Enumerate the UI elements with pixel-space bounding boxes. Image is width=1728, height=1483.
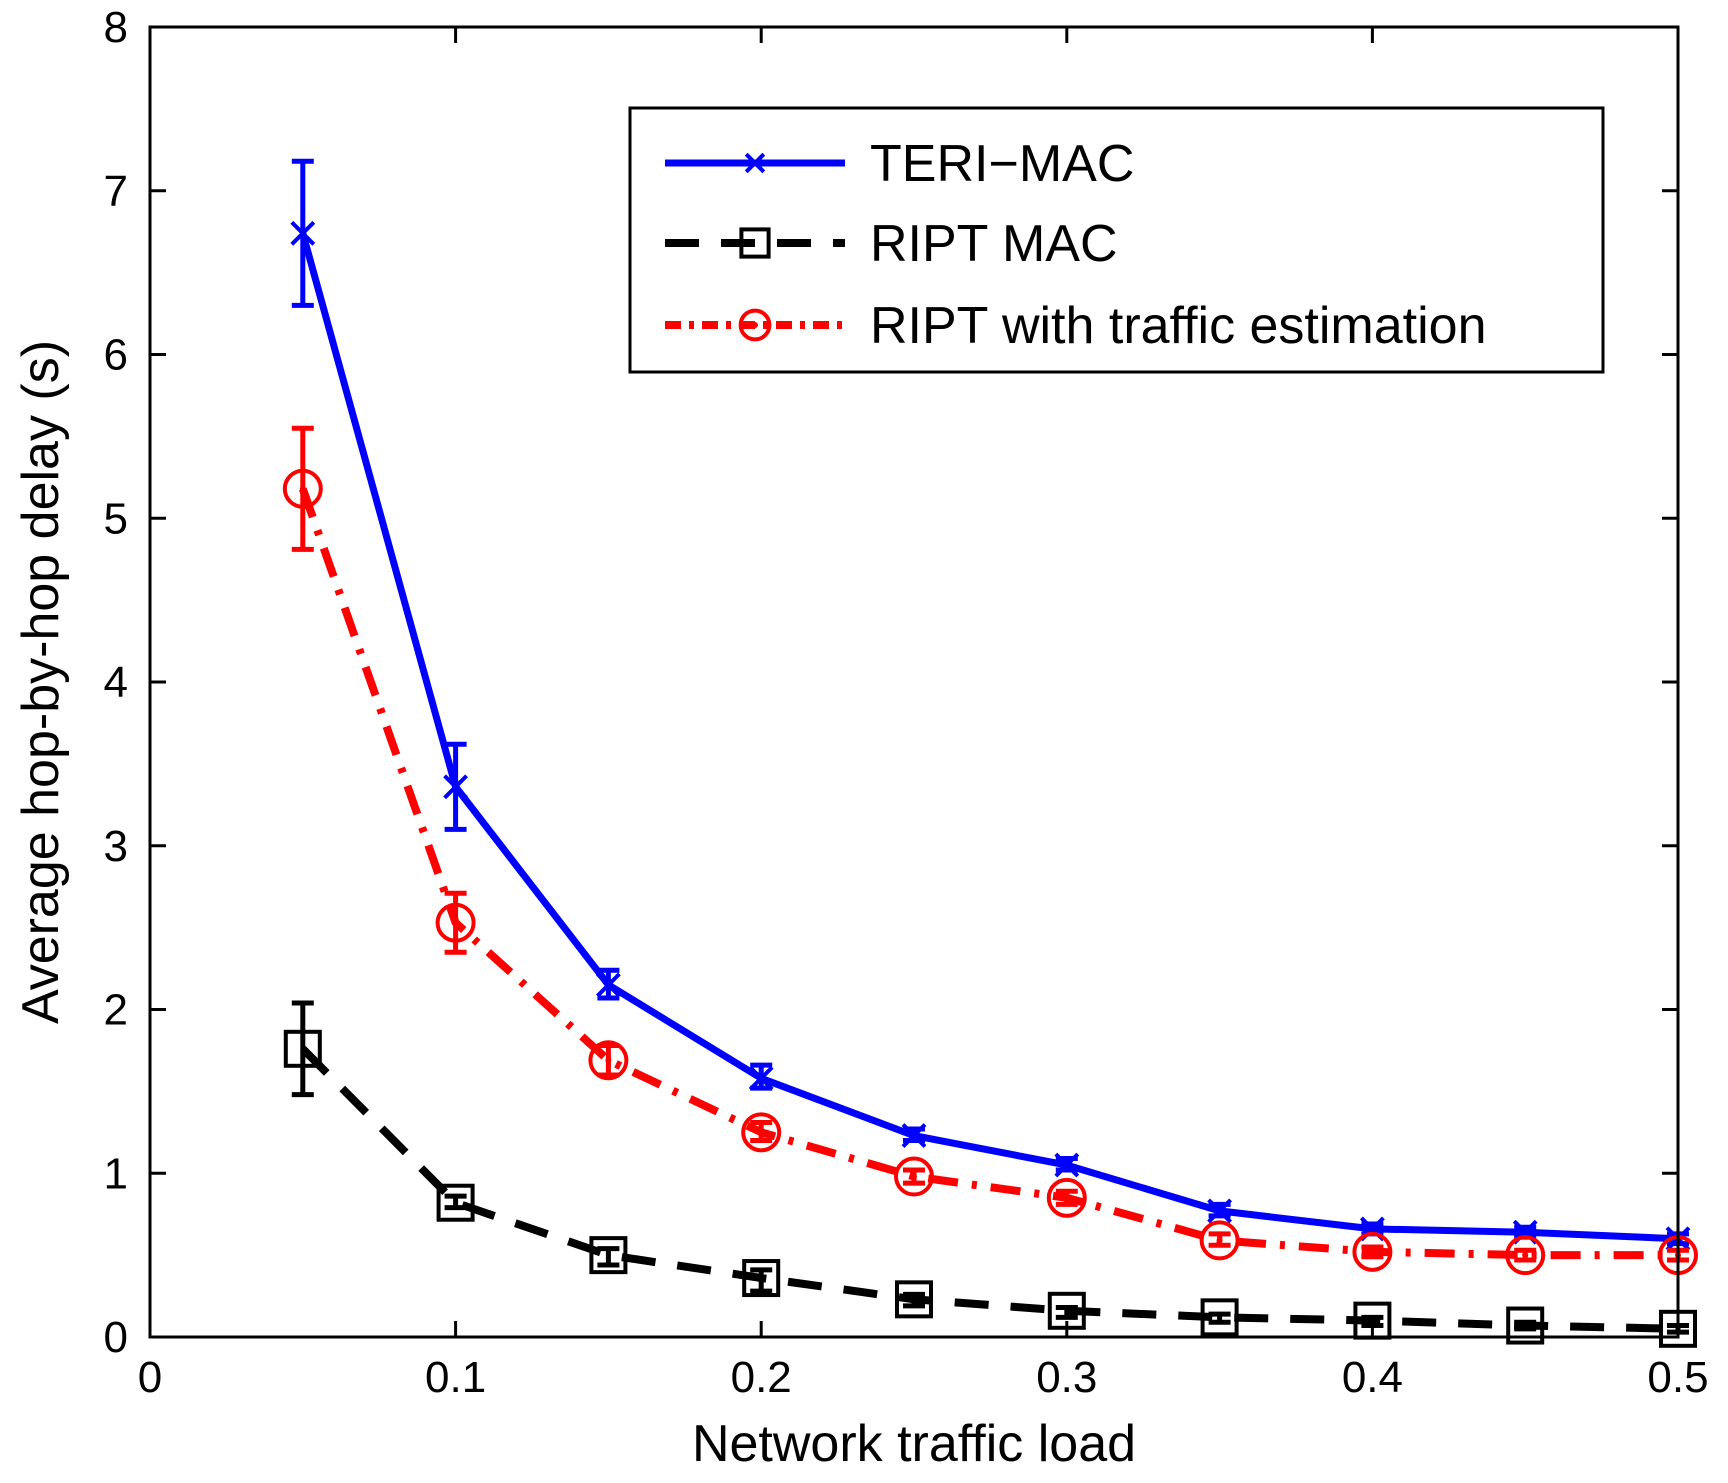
series-0-point-0 — [290, 220, 316, 246]
series-2-point-5 — [1046, 1177, 1087, 1218]
series-1-point-6 — [1200, 1298, 1239, 1337]
series-layer — [282, 158, 1698, 1348]
legend-entry-1-label: RIPT MAC — [870, 215, 1118, 273]
series-0 — [290, 158, 1691, 1252]
series-2-point-6-center — [1216, 1237, 1223, 1244]
y-tick-label-7: 7 — [104, 167, 128, 216]
x-tick-label-2: 0.2 — [731, 1353, 792, 1402]
series-2-point-8-center — [1522, 1252, 1529, 1259]
series-1-error-bar-0 — [291, 1000, 314, 1098]
series-1-error-bar-4 — [903, 1291, 925, 1309]
series-2-point-2 — [588, 1040, 629, 1081]
series-2-point-5-center — [1063, 1194, 1070, 1201]
series-1-point-0 — [283, 1029, 322, 1068]
series-2-point-8 — [1505, 1235, 1546, 1276]
series-1-error-bar-8 — [1514, 1319, 1537, 1332]
y-tick-label-6: 6 — [104, 331, 128, 380]
series-0-point-1 — [443, 774, 469, 800]
legend-entry-0: TERI−MAC — [665, 135, 1134, 193]
x-tick-label-3: 0.3 — [1036, 1353, 1097, 1402]
series-1-point-1 — [436, 1183, 475, 1222]
series-0-point-4 — [901, 1123, 927, 1149]
y-tick-label-4: 4 — [104, 658, 128, 707]
series-0-point-2 — [595, 972, 621, 998]
legend-entry-2: RIPT with traffic estimation — [665, 297, 1487, 355]
series-1 — [283, 1000, 1697, 1348]
legend-entry-2-marker — [738, 308, 772, 342]
series-1-line — [299, 1045, 1679, 1333]
series-1-point-4 — [895, 1280, 933, 1319]
legend: TERI−MAC RIPT MAC RIPT with traffic estima… — [628, 106, 1605, 374]
y-tick-label-8: 8 — [104, 3, 128, 52]
y-tick-label-3: 3 — [104, 822, 128, 871]
series-1-point-2 — [589, 1236, 628, 1275]
series-0-point-3 — [748, 1065, 774, 1091]
legend-entry-1: RIPT MAC — [665, 215, 1118, 273]
series-1-error-bar-5 — [1055, 1305, 1078, 1320]
series-1-error-bar-2 — [597, 1246, 620, 1268]
ticks-layer: 0 0.1 0.2 0.3 0.4 0.5 0 1 2 3 4 5 6 7 8 — [104, 3, 1709, 1402]
y-tick-label-5: 5 — [104, 494, 128, 543]
y-tick-label-1: 1 — [104, 1149, 128, 1198]
series-1-error-bar-6 — [1208, 1311, 1231, 1325]
series-1-point-8 — [1506, 1306, 1545, 1345]
series-2-point-2-center — [605, 1057, 612, 1064]
series-2-point-7-center — [1369, 1248, 1376, 1255]
series-0-point-5 — [1054, 1152, 1080, 1178]
series-1-error-bar-3 — [750, 1267, 773, 1294]
series-2-point-1 — [435, 902, 476, 943]
y-tick-label-2: 2 — [104, 986, 128, 1035]
series-2-point-4 — [894, 1156, 934, 1197]
series-2-point-1-center — [452, 919, 459, 926]
series-2-point-3 — [741, 1112, 782, 1153]
x-axis-label: Network traffic load — [692, 1415, 1136, 1473]
legend-entry-2-label: RIPT with traffic estimation — [870, 297, 1487, 355]
y-axis-label: Average hop-by-hop delay (s) — [12, 340, 70, 1024]
y-tick-label-0: 0 — [104, 1313, 128, 1362]
legend-entry-0-marker — [744, 152, 766, 174]
legend-entry-0-label: TERI−MAC — [870, 135, 1134, 193]
series-2-point-0 — [282, 468, 323, 509]
x-tick-label-1: 0.1 — [425, 1353, 486, 1402]
series-2-point-7 — [1352, 1231, 1393, 1272]
legend-entries: TERI−MAC RIPT MAC RIPT with traffic estima… — [665, 135, 1487, 355]
series-1-error-bar-1 — [444, 1193, 467, 1211]
x-tick-label-0: 0 — [138, 1353, 162, 1402]
legend-entry-1-marker — [739, 227, 771, 259]
series-2-point-3-center — [758, 1129, 765, 1136]
series-2-point-0-center — [299, 485, 306, 492]
series-2-line — [299, 487, 1678, 1260]
x-tick-label-4: 0.4 — [1342, 1353, 1403, 1402]
series-0-line — [299, 232, 1679, 1243]
series-1-point-3 — [742, 1259, 781, 1298]
series-2-point-6 — [1199, 1220, 1240, 1261]
series-2 — [282, 425, 1698, 1276]
series-0-point-6 — [1207, 1198, 1233, 1224]
x-tick-label-5: 0.5 — [1647, 1353, 1708, 1402]
legend-entry-2-marker-center — [752, 322, 758, 328]
series-2-point-4-center — [911, 1173, 917, 1180]
